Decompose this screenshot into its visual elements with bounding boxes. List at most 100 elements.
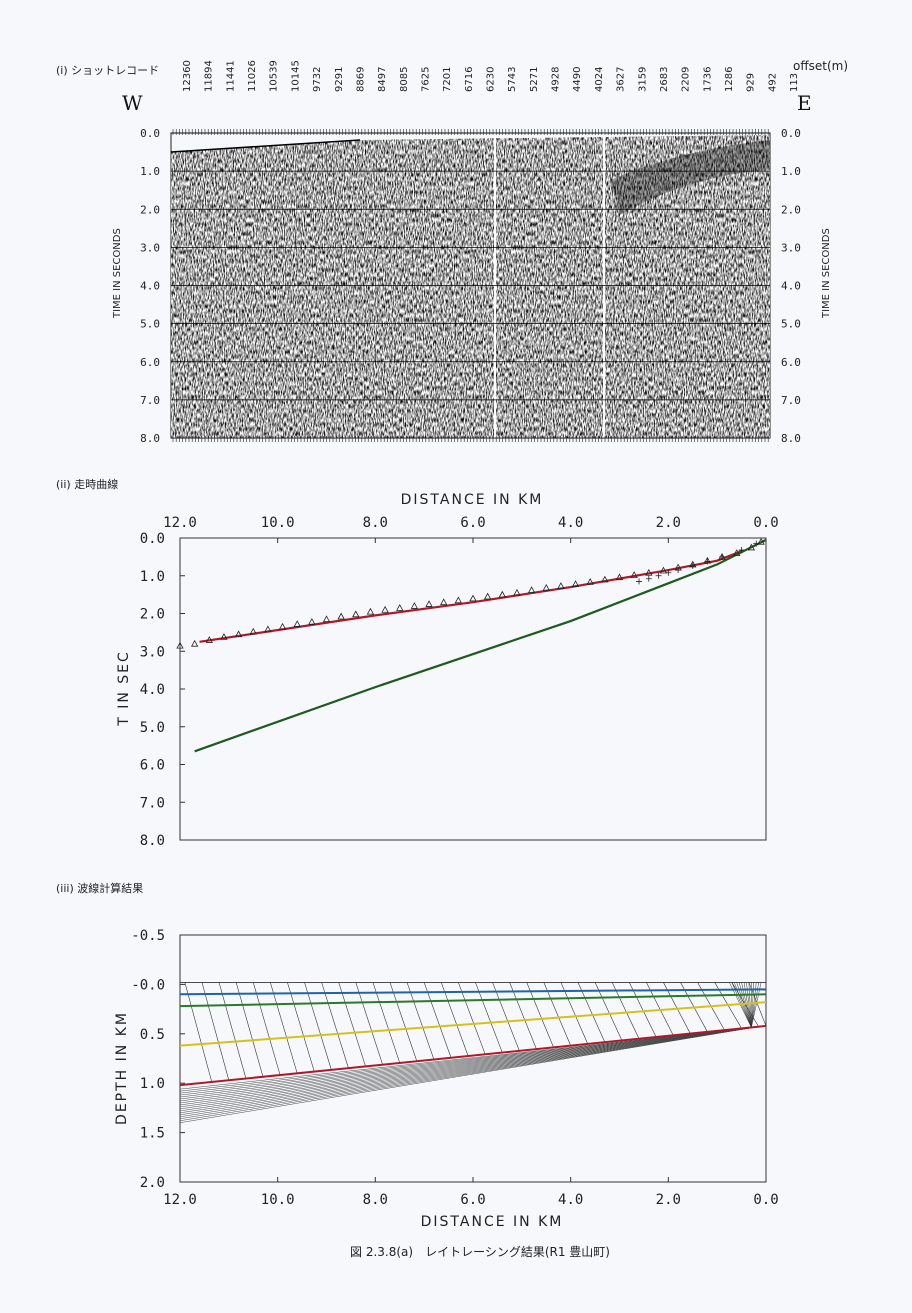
y-tick-label: 2.0 <box>140 1175 165 1191</box>
time-tick-right: 2.0 <box>781 203 801 216</box>
time-tick-right: 8.0 <box>781 432 801 445</box>
offset-label: 5271 <box>529 67 540 92</box>
y-tick-label: 8.0 <box>140 833 165 849</box>
offset-label: 10539 <box>269 60 280 92</box>
headwave-ray <box>179 1027 752 1102</box>
observed-triangle-point <box>527 586 536 593</box>
x-tick-label: 0.0 <box>753 515 778 531</box>
offset-label: 8497 <box>377 67 388 92</box>
y-tick-label: 1.0 <box>140 569 165 585</box>
observed-triangle-point <box>264 625 272 633</box>
observed-triangle-point <box>410 602 419 609</box>
observed-triangle-point <box>645 568 653 576</box>
offset-label: 8869 <box>355 67 366 92</box>
y-tick-label: 1.0 <box>140 1076 165 1092</box>
time-tick-right: 7.0 <box>781 394 801 407</box>
ray-path <box>270 982 298 1074</box>
y-tick-label: 5.0 <box>140 720 165 736</box>
headwave-ray <box>179 1027 752 1116</box>
offset-label: 10145 <box>290 60 301 92</box>
interface-line <box>179 993 767 1008</box>
observed-cross-point <box>753 540 760 547</box>
x-tick-label: 2.0 <box>656 1192 681 1208</box>
y-tick-label: 2.0 <box>140 607 165 623</box>
time-tick-left: 0.0 <box>140 127 160 140</box>
x-tick-label: 12.0 <box>163 515 197 531</box>
travel-series <box>194 538 767 753</box>
observed-triangle-point <box>278 622 287 630</box>
headwave-ray <box>179 1027 752 1108</box>
observed-cross-point <box>719 553 726 560</box>
time-tick-left: 7.0 <box>140 394 160 407</box>
offset-label: 113 <box>789 73 800 92</box>
ray-path <box>201 982 230 1081</box>
y-tick-label: 4.0 <box>140 682 165 698</box>
observed-triangle-point <box>205 636 213 643</box>
headwave-ray <box>179 1027 752 1118</box>
time-tick-right: 5.0 <box>781 318 801 331</box>
headwave-ray <box>179 1027 752 1112</box>
ray-path <box>475 982 503 1053</box>
ray-path <box>218 982 247 1079</box>
observed-triangle-point <box>747 543 756 551</box>
travel-series-line <box>199 550 742 643</box>
time-tick-right: 3.0 <box>781 241 801 254</box>
headwave-ray <box>179 1027 752 1094</box>
observed-cross-point <box>689 562 696 569</box>
time-axis: 0.0 0.0 1.0 1.0 2.0 2.0 3.0 3.0 4.0 4.0 5.0 5.0 6.0 6… <box>140 127 801 445</box>
offset-label: 9732 <box>312 67 323 92</box>
interface-line <box>179 988 767 996</box>
x-tick-label: 0.0 <box>753 1192 778 1208</box>
offset-label: 7625 <box>420 67 431 92</box>
observed-cross-point <box>704 558 711 565</box>
observed-triangle-point <box>337 612 345 620</box>
observed-triangle-point <box>659 566 668 574</box>
shot-ylabel-right: TIME IN SECONDS <box>821 228 832 319</box>
offset-label: 11894 <box>204 60 215 92</box>
ray-path <box>492 982 520 1051</box>
ray-xlabel: DISTANCE IN KM <box>421 1214 564 1230</box>
y-tick-label: -0.5 <box>131 928 165 944</box>
y-tick-label: 6.0 <box>140 758 165 774</box>
observed-cross-point <box>636 578 643 585</box>
offset-label: 11441 <box>225 60 236 92</box>
ray-path <box>560 982 589 1045</box>
y-tick-label: 0.0 <box>140 531 165 547</box>
offset-label: 4024 <box>594 67 605 92</box>
x-tick-label: 4.0 <box>558 1192 583 1208</box>
observed-triangle-point <box>352 610 360 618</box>
observed-cross-point <box>675 567 682 574</box>
observed-triangle-point <box>454 596 463 604</box>
observed-triangle-point <box>483 592 492 600</box>
observed-triangle-point <box>366 607 375 615</box>
west-label: W <box>122 91 143 115</box>
headwave-ray <box>179 1027 752 1096</box>
headwave-ray <box>179 1027 752 1090</box>
observed-triangle-point <box>322 615 331 623</box>
interface-line <box>179 1001 767 1047</box>
offset-label: 11026 <box>247 60 258 92</box>
offset-label: 6230 <box>486 67 497 92</box>
observed-triangle-point <box>220 633 228 640</box>
x-tick-label: 8.0 <box>363 1192 388 1208</box>
offset-label: 5743 <box>507 67 518 92</box>
offset-labels: 12360 11894 11441 11026 10539 10145 9732 9291 88… <box>182 60 800 92</box>
ray-path <box>423 982 452 1058</box>
headwave-ray <box>179 1027 752 1104</box>
time-tick-left: 1.0 <box>140 165 160 178</box>
y-tick-label: 3.0 <box>140 644 165 660</box>
observed-triangle-point <box>176 641 184 649</box>
time-tick-right: 4.0 <box>781 280 801 293</box>
travel-series-line <box>194 538 767 753</box>
ray-path <box>389 982 418 1062</box>
observed-triangle-point <box>571 580 580 587</box>
observed-triangle-point <box>308 617 316 625</box>
time-tick-right: 0.0 <box>781 127 801 140</box>
observed-triangle-point <box>381 605 389 613</box>
observed-triangle-point <box>615 573 624 581</box>
offset-label: 9291 <box>334 67 345 92</box>
observed-triangle-point <box>513 588 521 596</box>
observed-triangle-point <box>396 604 404 611</box>
offset-unit-label: offset(m) <box>793 59 848 73</box>
